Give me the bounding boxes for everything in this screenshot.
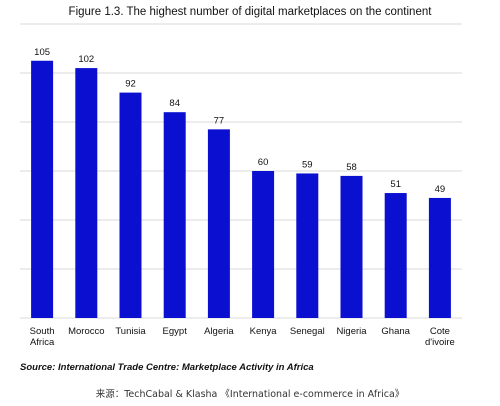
chart-title: Figure 1.3. The highest number of digita… <box>68 6 432 18</box>
data-label: 59 <box>302 159 313 170</box>
source-note: Source: International Trade Centre: Mark… <box>20 362 314 373</box>
data-label: 51 <box>390 179 401 190</box>
category-label: Egypt <box>163 326 188 337</box>
category-label: d'ivoire <box>425 337 455 348</box>
bar <box>31 60 54 318</box>
category-label: Nigeria <box>336 326 367 337</box>
bar <box>119 92 142 318</box>
category-label: Algeria <box>204 326 234 337</box>
data-label: 84 <box>169 98 180 109</box>
data-label: 102 <box>78 54 94 65</box>
bar <box>75 68 98 318</box>
category-label: Africa <box>30 337 55 348</box>
data-label: 60 <box>258 157 269 168</box>
bar <box>163 112 186 318</box>
data-label: 92 <box>125 79 136 90</box>
data-label: 58 <box>346 162 357 173</box>
bar <box>252 171 275 318</box>
bar <box>207 129 230 318</box>
bar <box>428 197 451 318</box>
bars <box>31 60 451 318</box>
credit-note: 来源：TechCabal & Klasha 《International e-c… <box>95 389 405 400</box>
category-label: Morocco <box>68 326 104 337</box>
category-label: Kenya <box>250 326 278 337</box>
bar <box>296 173 319 318</box>
data-label: 49 <box>435 184 446 195</box>
bar <box>340 175 363 318</box>
data-labels: 105 102 92 84 77 60 59 58 51 49 <box>34 47 445 195</box>
category-label: Senegal <box>290 326 325 337</box>
data-label: 105 <box>34 47 50 58</box>
category-label: Cote <box>430 326 450 337</box>
data-label: 77 <box>214 115 225 126</box>
category-label: Tunisia <box>115 326 146 337</box>
bar <box>384 193 407 318</box>
category-label: South <box>30 326 55 337</box>
category-label: Ghana <box>381 326 410 337</box>
